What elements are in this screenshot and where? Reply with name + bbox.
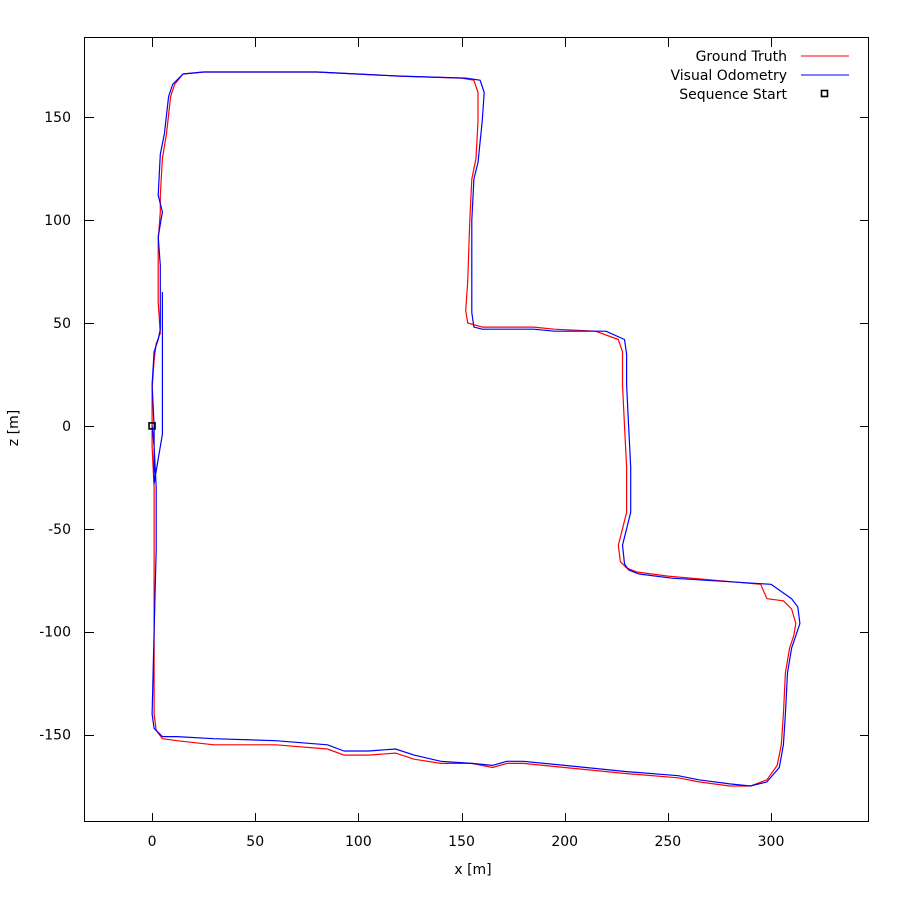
y-tick-label: -100 — [39, 625, 71, 641]
y-axis-label: z [m] — [6, 410, 22, 446]
plot-frame — [84, 37, 869, 822]
y-tick-label: -50 — [48, 522, 71, 538]
x-tick-label: 0 — [148, 834, 157, 850]
x-axis-label: x [m] — [454, 862, 491, 878]
legend-label-visual-odometry: Visual Odometry — [671, 68, 788, 84]
y-tick-label: 100 — [44, 213, 71, 229]
x-tick-label: 100 — [345, 834, 372, 850]
series-layer — [151, 71, 801, 787]
y-tick-label: 150 — [44, 110, 71, 126]
marker-layer — [148, 422, 156, 430]
legend-swatch-sequence-start — [820, 89, 829, 98]
y-tick-label: -150 — [39, 728, 71, 744]
y-tick-label: 50 — [53, 316, 71, 332]
legend-label-ground-truth: Ground Truth — [696, 49, 787, 65]
legend-label-sequence-start: Sequence Start — [679, 87, 787, 103]
axis-ticks: 0 50 100 150 200 250 300 -150 -100 -50 0 50 100 150 — [39, 38, 869, 850]
y-tick-label: 0 — [62, 419, 71, 435]
series-line-visual-odometry — [151, 71, 801, 787]
x-tick-label: 250 — [654, 834, 681, 850]
sequence-start-marker — [148, 422, 156, 430]
x-tick-label: 50 — [246, 834, 264, 850]
legend: Ground Truth Visual Odometry Sequence St… — [671, 49, 849, 103]
x-tick-label: 150 — [448, 834, 475, 850]
x-tick-label: 200 — [551, 834, 578, 850]
x-tick-label: 300 — [758, 834, 785, 850]
